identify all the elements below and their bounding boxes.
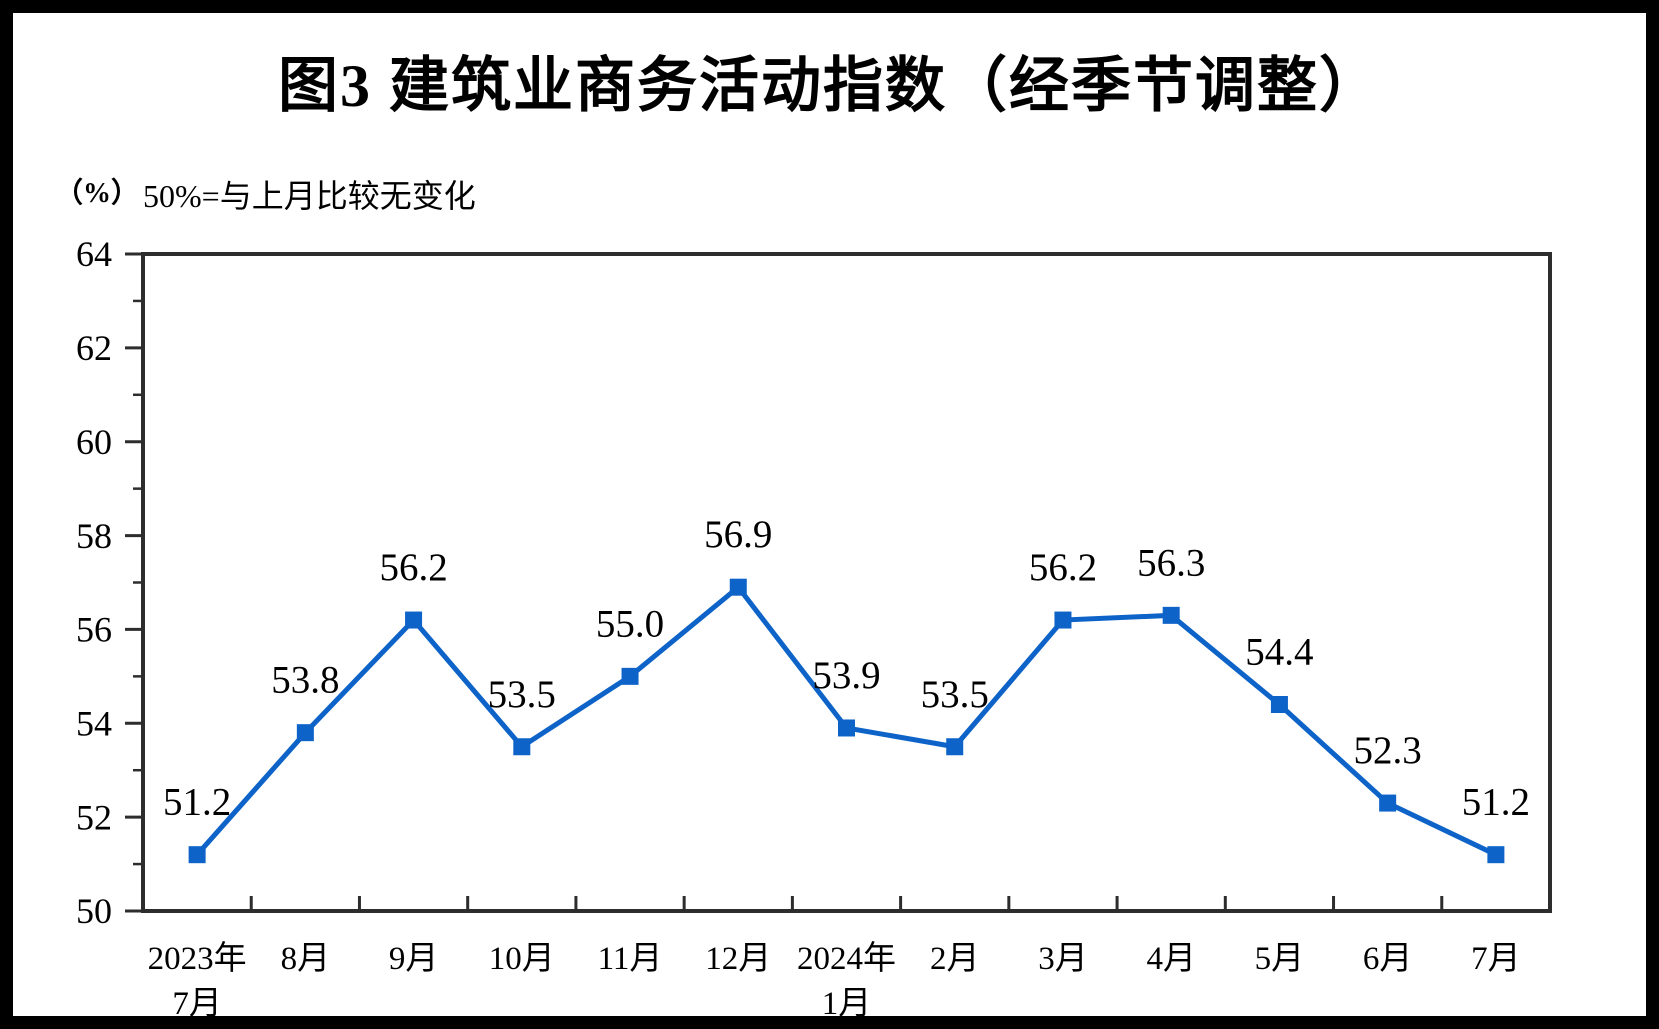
data-point-label: 53.5 bbox=[488, 673, 556, 716]
x-tick-label: 4月 bbox=[1146, 941, 1196, 977]
y-axis-unit-label: （%） bbox=[55, 178, 140, 209]
y-tick-label: 60 bbox=[76, 422, 112, 462]
data-point-label: 54.4 bbox=[1245, 631, 1313, 674]
y-tick-label: 54 bbox=[76, 704, 112, 744]
x-tick-label: 3月 bbox=[1038, 941, 1088, 977]
y-tick-label: 58 bbox=[76, 516, 112, 556]
chart-svg: 50 52 54 56 58 60 62 64 2023年 7月 8月 9月 10月 11月 12月 2024… bbox=[76, 234, 1552, 1022]
y-tick-label: 50 bbox=[76, 891, 112, 931]
y-tick-label: 52 bbox=[76, 797, 112, 837]
data-point-marker bbox=[1162, 606, 1180, 624]
y-tick-label: 64 bbox=[76, 234, 112, 274]
baseline-note-label: 50%=与上月比较无变化 bbox=[143, 178, 476, 214]
data-point-marker bbox=[729, 578, 747, 596]
data-point-label: 51.2 bbox=[163, 781, 231, 824]
y-tick-label: 56 bbox=[76, 610, 112, 650]
data-point-label: 53.5 bbox=[921, 673, 989, 716]
data-point-marker bbox=[1054, 611, 1072, 629]
data-point-label: 55.0 bbox=[596, 602, 664, 645]
data-point-label: 56.9 bbox=[704, 513, 772, 556]
data-point-label: 51.2 bbox=[1462, 781, 1530, 824]
x-tick-label: 5月 bbox=[1255, 941, 1305, 977]
data-point-marker bbox=[1379, 794, 1397, 812]
data-point-marker bbox=[838, 719, 855, 737]
x-tick-label: 7月 bbox=[172, 986, 222, 1022]
data-point-label: 56.3 bbox=[1137, 541, 1205, 584]
data-point-marker bbox=[1270, 696, 1288, 714]
x-tick-label: 2024年 bbox=[797, 940, 896, 977]
data-point-label: 53.9 bbox=[812, 654, 880, 697]
data-point-label: 53.8 bbox=[271, 659, 339, 702]
data-point-marker bbox=[513, 738, 531, 756]
x-tick-label: 11月 bbox=[598, 941, 663, 977]
x-tick-label: 12月 bbox=[705, 941, 771, 977]
chart-title: 图3 建筑业商务活动指数（经季节调整） bbox=[278, 53, 1381, 119]
x-tick-label: 6月 bbox=[1363, 941, 1413, 977]
x-tick-label: 10月 bbox=[489, 941, 555, 977]
data-point-marker bbox=[188, 846, 206, 864]
y-tick-label: 62 bbox=[76, 328, 112, 368]
x-tick-label: 2月 bbox=[930, 941, 980, 977]
plot-border bbox=[141, 252, 1552, 913]
x-tick-label: 9月 bbox=[389, 941, 439, 977]
x-tick-label: 7月 bbox=[1471, 941, 1521, 977]
data-point-marker bbox=[946, 738, 964, 756]
x-tick-label: 1月 bbox=[822, 986, 872, 1022]
data-point-label: 56.2 bbox=[379, 546, 447, 589]
x-tick-label: 8月 bbox=[281, 941, 331, 977]
data-point-marker bbox=[1487, 846, 1505, 864]
data-point-marker bbox=[405, 611, 423, 629]
data-point-marker bbox=[621, 667, 639, 685]
data-point-marker bbox=[296, 724, 314, 742]
data-point-label: 52.3 bbox=[1354, 729, 1422, 772]
x-tick-label: 2023年 bbox=[148, 940, 247, 977]
data-point-label: 56.2 bbox=[1029, 546, 1097, 589]
